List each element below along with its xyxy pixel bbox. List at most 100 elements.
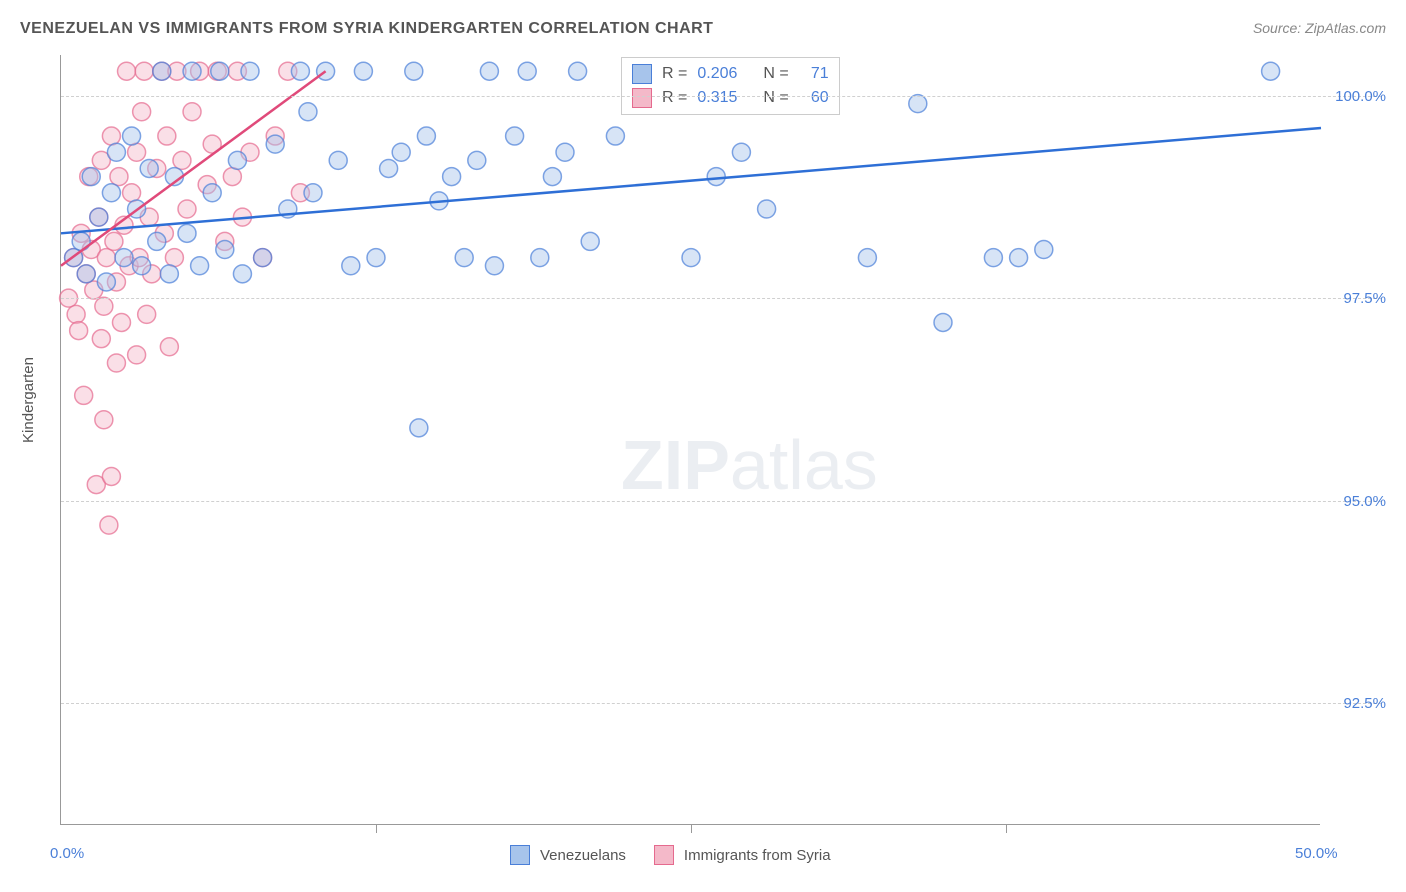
scatter-point	[909, 95, 927, 113]
scatter-point	[97, 249, 115, 267]
scatter-point	[410, 419, 428, 437]
scatter-point	[858, 249, 876, 267]
scatter-point	[417, 127, 435, 145]
scatter-point	[135, 62, 153, 80]
scatter-point	[203, 184, 221, 202]
scatter-point	[581, 232, 599, 250]
scatter-point	[67, 305, 85, 323]
y-tick-label: 92.5%	[1343, 695, 1386, 712]
scatter-point	[102, 467, 120, 485]
chart-title: VENEZUELAN VS IMMIGRANTS FROM SYRIA KIND…	[20, 20, 713, 38]
scatter-point	[118, 62, 136, 80]
scatter-point	[506, 127, 524, 145]
scatter-point	[173, 151, 191, 169]
scatter-point	[183, 62, 201, 80]
scatter-point	[110, 168, 128, 186]
stats-n-label: N =	[763, 89, 788, 107]
y-tick-label: 95.0%	[1343, 493, 1386, 510]
scatter-point	[123, 184, 141, 202]
scatter-point	[178, 224, 196, 242]
gridline	[61, 703, 1381, 704]
y-axis-label: Kindergarten	[20, 357, 37, 443]
scatter-point	[115, 249, 133, 267]
scatter-plot-svg	[61, 55, 1321, 825]
bottom-legend: VenezuelansImmigrants from Syria	[510, 845, 849, 865]
scatter-point	[569, 62, 587, 80]
legend-swatch	[632, 64, 652, 84]
scatter-point	[105, 232, 123, 250]
scatter-point	[191, 257, 209, 275]
stats-n-value: 71	[799, 65, 829, 83]
scatter-point	[133, 257, 151, 275]
scatter-point	[233, 265, 251, 283]
x-tick-minor	[1006, 825, 1007, 833]
scatter-point	[216, 241, 234, 259]
scatter-point	[107, 354, 125, 372]
scatter-point	[531, 249, 549, 267]
stats-n-label: N =	[763, 65, 788, 83]
scatter-point	[123, 127, 141, 145]
legend-swatch	[632, 88, 652, 108]
scatter-point	[95, 411, 113, 429]
scatter-point	[112, 313, 130, 331]
scatter-point	[606, 127, 624, 145]
stats-row: R = 0.315 N = 60	[632, 86, 829, 110]
scatter-point	[158, 127, 176, 145]
stats-row: R = 0.206 N = 71	[632, 62, 829, 86]
x-tick-minor	[376, 825, 377, 833]
scatter-point	[92, 330, 110, 348]
stats-r-value: 0.206	[697, 65, 753, 83]
scatter-point	[211, 62, 229, 80]
scatter-point	[90, 208, 108, 226]
scatter-point	[241, 62, 259, 80]
stats-n-value: 60	[799, 89, 829, 107]
scatter-point	[367, 249, 385, 267]
scatter-point	[984, 249, 1002, 267]
scatter-point	[291, 62, 309, 80]
scatter-point	[392, 143, 410, 161]
scatter-point	[304, 184, 322, 202]
source-attribution: Source: ZipAtlas.com	[1253, 20, 1386, 36]
legend-label: Immigrants from Syria	[684, 847, 831, 864]
stats-r-label: R =	[662, 89, 687, 107]
legend-swatch	[510, 845, 530, 865]
scatter-point	[758, 200, 776, 218]
scatter-point	[485, 257, 503, 275]
scatter-point	[1262, 62, 1280, 80]
legend-swatch	[654, 845, 674, 865]
gridline	[61, 96, 1381, 97]
gridline	[61, 298, 1381, 299]
scatter-point	[165, 249, 183, 267]
stats-legend-box: R = 0.206 N = 71 R = 0.315 N = 60	[621, 57, 840, 115]
scatter-point	[140, 159, 158, 177]
scatter-point	[380, 159, 398, 177]
scatter-point	[102, 127, 120, 145]
scatter-point	[183, 103, 201, 121]
y-tick-label: 97.5%	[1343, 290, 1386, 307]
scatter-point	[100, 516, 118, 534]
scatter-point	[443, 168, 461, 186]
stats-r-label: R =	[662, 65, 687, 83]
x-tick-label: 50.0%	[1295, 845, 1338, 862]
scatter-point	[128, 143, 146, 161]
scatter-point	[107, 143, 125, 161]
scatter-point	[732, 143, 750, 161]
scatter-point	[133, 103, 151, 121]
scatter-point	[266, 135, 284, 153]
scatter-point	[102, 184, 120, 202]
y-tick-label: 100.0%	[1335, 88, 1386, 105]
stats-r-value: 0.315	[697, 89, 753, 107]
gridline	[61, 501, 1381, 502]
scatter-point	[682, 249, 700, 267]
scatter-point	[556, 143, 574, 161]
chart-container: ZIPatlas R =0.206N =71R =0.315N =60	[60, 55, 1380, 825]
scatter-point	[95, 297, 113, 315]
scatter-point	[70, 322, 88, 340]
scatter-point	[75, 386, 93, 404]
scatter-point	[518, 62, 536, 80]
scatter-point	[707, 168, 725, 186]
scatter-point	[128, 346, 146, 364]
x-tick-label: 0.0%	[50, 845, 84, 862]
scatter-point	[178, 200, 196, 218]
scatter-point	[153, 62, 171, 80]
